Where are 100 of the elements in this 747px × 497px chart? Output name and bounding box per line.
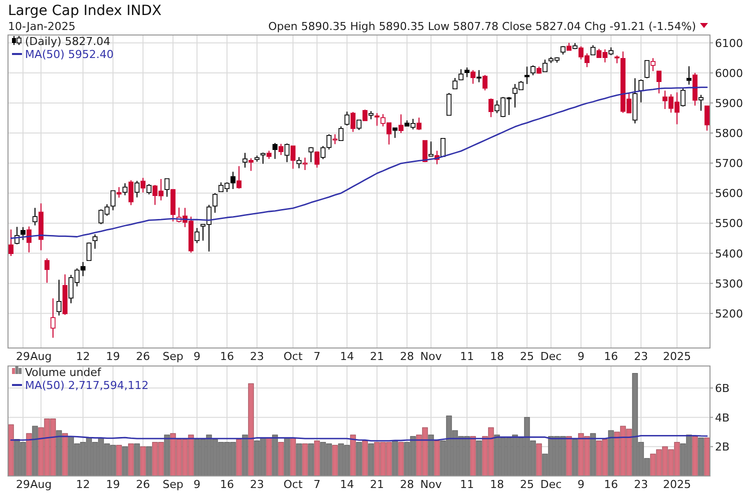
- x-tick-label: 23: [250, 350, 264, 363]
- bar: [398, 442, 404, 476]
- candlestick: [236, 166, 242, 190]
- candlestick: [8, 229, 14, 256]
- candlestick: [122, 182, 128, 196]
- candlestick: [350, 111, 356, 132]
- y-tick-label: 2B: [715, 440, 730, 454]
- candlestick: [464, 66, 470, 78]
- bar: [284, 438, 290, 476]
- candlestick: [362, 109, 368, 122]
- candlestick: [704, 105, 710, 132]
- candlestick: [272, 142, 278, 160]
- candlestick: [278, 143, 284, 156]
- x-tick-label: 7: [314, 478, 320, 491]
- x-tick-label: Aug: [30, 350, 52, 363]
- x-tick-label: 26: [136, 350, 150, 363]
- x-tick-label: 9: [194, 350, 200, 363]
- candlestick: [20, 226, 26, 241]
- candlestick: [260, 152, 266, 164]
- x-tick-label: 9: [578, 478, 584, 491]
- x-tick-label: 23: [634, 350, 648, 363]
- bar: [608, 430, 614, 476]
- x-tick-label: Oct: [283, 478, 304, 491]
- legend-label: MA(50) 5952.40: [25, 48, 114, 61]
- candlestick: [248, 158, 254, 172]
- candlestick: [656, 70, 662, 94]
- x-tick-label: 11: [460, 478, 474, 491]
- x-tick-label: 11: [460, 350, 474, 363]
- bar: [290, 438, 296, 476]
- bar: [272, 434, 278, 476]
- y-tick-label: 5900: [715, 96, 743, 110]
- candlestick: [476, 70, 482, 83]
- x-tick-label: 29: [16, 350, 30, 363]
- bar: [248, 383, 254, 476]
- candlestick: [194, 228, 200, 244]
- bar: [692, 436, 698, 476]
- x-tick-label: 16: [220, 350, 234, 363]
- candlestick: [530, 64, 536, 76]
- x-tick-label: 25: [520, 478, 534, 491]
- chart-title: Large Cap Index INDX: [8, 3, 162, 19]
- candlestick: [140, 177, 146, 194]
- x-tick-label: 2025: [663, 478, 691, 491]
- bar: [146, 446, 152, 476]
- candlestick: [134, 180, 140, 198]
- candlestick: [440, 138, 446, 157]
- y-tick-label: 6B: [715, 382, 730, 395]
- candlestick: [398, 114, 404, 134]
- bar: [362, 440, 368, 476]
- bar: [476, 440, 482, 476]
- bar: [470, 436, 476, 476]
- candlestick: [32, 207, 38, 226]
- y-tick-label: 5300: [715, 277, 743, 290]
- bar: [392, 440, 398, 476]
- bar: [308, 443, 314, 476]
- x-tick-label: 19: [106, 350, 120, 363]
- x-tick-label: 12: [76, 350, 90, 363]
- y-tick-label: 5800: [715, 127, 743, 140]
- candlestick: [50, 298, 56, 338]
- candlestick: [212, 192, 218, 214]
- y-tick-label: 5200: [715, 307, 743, 320]
- candlestick: [638, 79, 644, 103]
- y-tick-label: 5700: [715, 157, 743, 170]
- candlestick: [446, 92, 452, 116]
- x-tick-label: 16: [220, 478, 234, 491]
- x-tick-label: 14: [340, 478, 354, 491]
- candlestick: [452, 77, 458, 90]
- bar: [428, 434, 434, 476]
- bar: [572, 439, 578, 476]
- candlestick: [86, 242, 92, 262]
- candlestick: [314, 150, 320, 168]
- candlestick: [356, 120, 362, 131]
- legend-label: (Daily) 5827.04: [25, 35, 110, 48]
- x-tick-label: Dec: [540, 350, 562, 363]
- bar: [590, 433, 596, 476]
- candlestick: [308, 146, 314, 163]
- x-tick-label: 25: [520, 350, 534, 363]
- bar: [32, 426, 38, 476]
- candlestick: [290, 145, 296, 170]
- candlestick: [686, 66, 692, 86]
- candlestick: [56, 279, 62, 316]
- x-tick-label: 21: [370, 478, 384, 491]
- x-tick-label: 28: [400, 350, 414, 363]
- candlestick: [698, 94, 704, 112]
- candlestick: [110, 190, 116, 211]
- bar: [236, 439, 242, 476]
- candlestick: [428, 140, 434, 157]
- bar: [62, 433, 68, 476]
- candlestick: [374, 112, 380, 126]
- bar: [350, 434, 356, 476]
- chart-subtitle: 10-Jan-2025: [8, 20, 76, 33]
- x-tick-label: 19: [106, 478, 120, 491]
- x-tick-label: 9: [578, 350, 584, 363]
- x-tick-label: 12: [76, 478, 90, 491]
- x-tick-label: 23: [634, 478, 648, 491]
- bar: [434, 440, 440, 476]
- x-tick-label: Sep: [162, 350, 184, 363]
- candlestick: [116, 186, 122, 198]
- bar: [242, 434, 248, 476]
- candlestick: [488, 98, 494, 118]
- x-tick-label: Aug: [30, 478, 52, 491]
